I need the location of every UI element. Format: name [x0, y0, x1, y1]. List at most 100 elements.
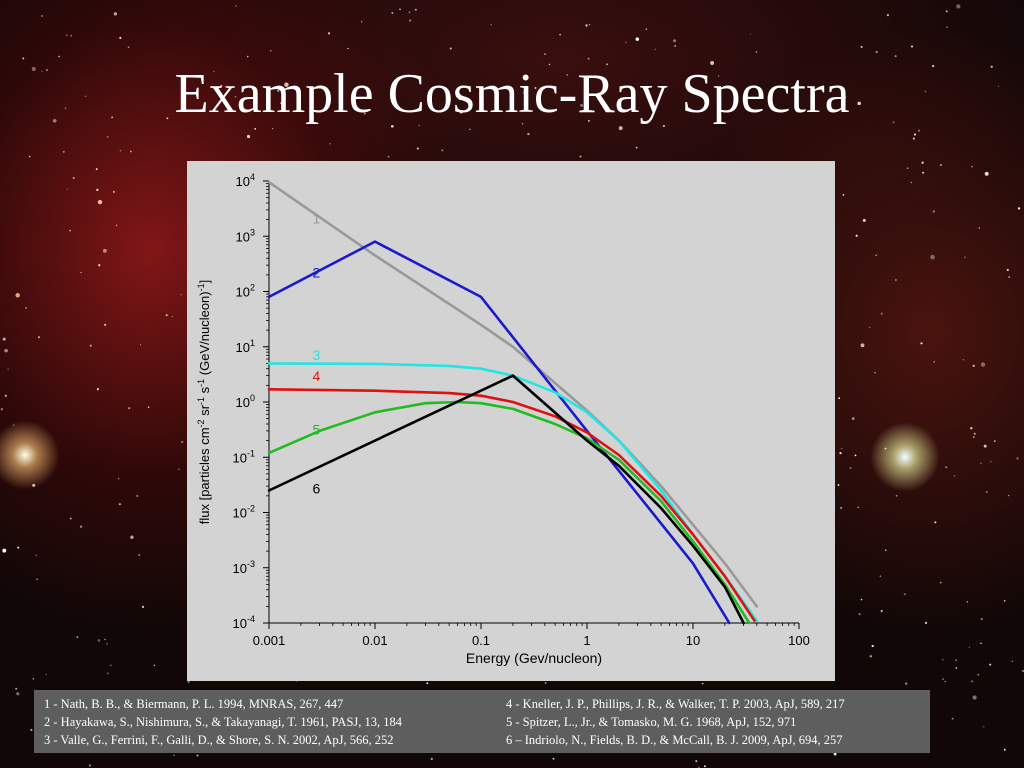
- star: [104, 323, 107, 326]
- star: [1003, 748, 1006, 751]
- star: [674, 45, 676, 47]
- star: [235, 5, 238, 7]
- star: [4, 348, 8, 353]
- star: [980, 462, 982, 465]
- star: [37, 336, 41, 339]
- star: [869, 655, 872, 658]
- star: [70, 517, 72, 520]
- star: [860, 45, 863, 48]
- star: [930, 254, 935, 260]
- star: [66, 188, 68, 190]
- star: [7, 368, 9, 370]
- star: [968, 646, 970, 648]
- star: [924, 90, 927, 93]
- star: [552, 757, 555, 760]
- star: [409, 19, 412, 22]
- star: [585, 24, 588, 27]
- y-tick-label: 10-1: [233, 448, 255, 465]
- star: [16, 692, 20, 696]
- star: [36, 578, 38, 580]
- star: [52, 118, 57, 123]
- star: [408, 11, 411, 14]
- star: [983, 444, 987, 448]
- star: [839, 451, 842, 455]
- star: [625, 41, 627, 44]
- star: [196, 754, 199, 757]
- star: [993, 440, 996, 443]
- star: [695, 760, 698, 763]
- star: [932, 65, 935, 68]
- star: [921, 161, 924, 164]
- star: [933, 361, 935, 363]
- star: [911, 45, 913, 48]
- star: [980, 362, 986, 367]
- star: [956, 4, 961, 9]
- star: [645, 28, 648, 31]
- y-tick-label: 104: [236, 172, 255, 189]
- star: [842, 194, 845, 196]
- star: [587, 57, 590, 60]
- star: [106, 135, 109, 138]
- x-tick-label: 100: [788, 633, 810, 648]
- series-line-4: [267, 388, 756, 622]
- star: [72, 176, 75, 180]
- star: [17, 546, 20, 549]
- star: [905, 682, 908, 685]
- star: [65, 34, 68, 37]
- star: [147, 406, 150, 409]
- reference-left-2: 2 - Hayakawa, S., Nishimura, S., & Takay…: [44, 715, 403, 729]
- series-line-6: [267, 374, 745, 625]
- star: [165, 314, 168, 317]
- star: [0, 408, 4, 411]
- star: [939, 581, 942, 584]
- star: [1017, 207, 1021, 210]
- slide-title: Example Cosmic-Ray Spectra: [174, 63, 850, 125]
- star: [970, 427, 973, 430]
- star: [855, 234, 858, 237]
- star: [22, 57, 25, 60]
- star: [635, 37, 640, 41]
- star: [136, 495, 138, 497]
- star: [951, 717, 954, 720]
- star: [857, 101, 861, 106]
- star: [618, 126, 623, 131]
- star: [871, 644, 874, 648]
- star: [97, 199, 103, 205]
- star: [130, 535, 134, 539]
- star: [166, 117, 169, 120]
- star: [972, 695, 977, 700]
- star: [1006, 268, 1009, 271]
- star: [703, 765, 706, 768]
- star: [588, 23, 591, 26]
- x-tick-label: 0.001: [253, 633, 286, 648]
- y-axis-label: flux [particles cm-2 sr-1 s-1 (GeV/nucle…: [196, 280, 212, 525]
- series-label-1: 1: [313, 211, 321, 227]
- star: [838, 397, 841, 400]
- references-box: 1 - Nath, B. B., & Biermann, P. L. 1994,…: [34, 690, 930, 753]
- star: [95, 168, 98, 171]
- star: [946, 26, 948, 29]
- star: [2, 548, 7, 553]
- star: [213, 70, 215, 72]
- reference-right-3: 6 – Indriolo, N., Fields, B. D., & McCal…: [506, 733, 843, 747]
- star: [559, 33, 561, 36]
- star: [849, 466, 852, 470]
- star: [106, 642, 108, 645]
- references-left-column: 1 - Nath, B. B., & Biermann, P. L. 1994,…: [44, 695, 402, 749]
- star: [430, 757, 433, 761]
- star: [270, 50, 272, 52]
- star: [181, 440, 184, 444]
- x-tick-label: 10: [686, 633, 700, 648]
- series-label-4: 4: [313, 368, 321, 384]
- reference-left-1: 1 - Nath, B. B., & Biermann, P. L. 1994,…: [44, 697, 344, 711]
- star: [701, 682, 704, 685]
- star: [426, 682, 429, 685]
- star: [903, 593, 906, 596]
- star: [35, 554, 38, 557]
- star: [390, 124, 394, 128]
- star: [153, 664, 156, 667]
- star: [69, 229, 71, 232]
- star: [141, 605, 145, 609]
- star: [280, 102, 283, 105]
- star: [580, 103, 584, 107]
